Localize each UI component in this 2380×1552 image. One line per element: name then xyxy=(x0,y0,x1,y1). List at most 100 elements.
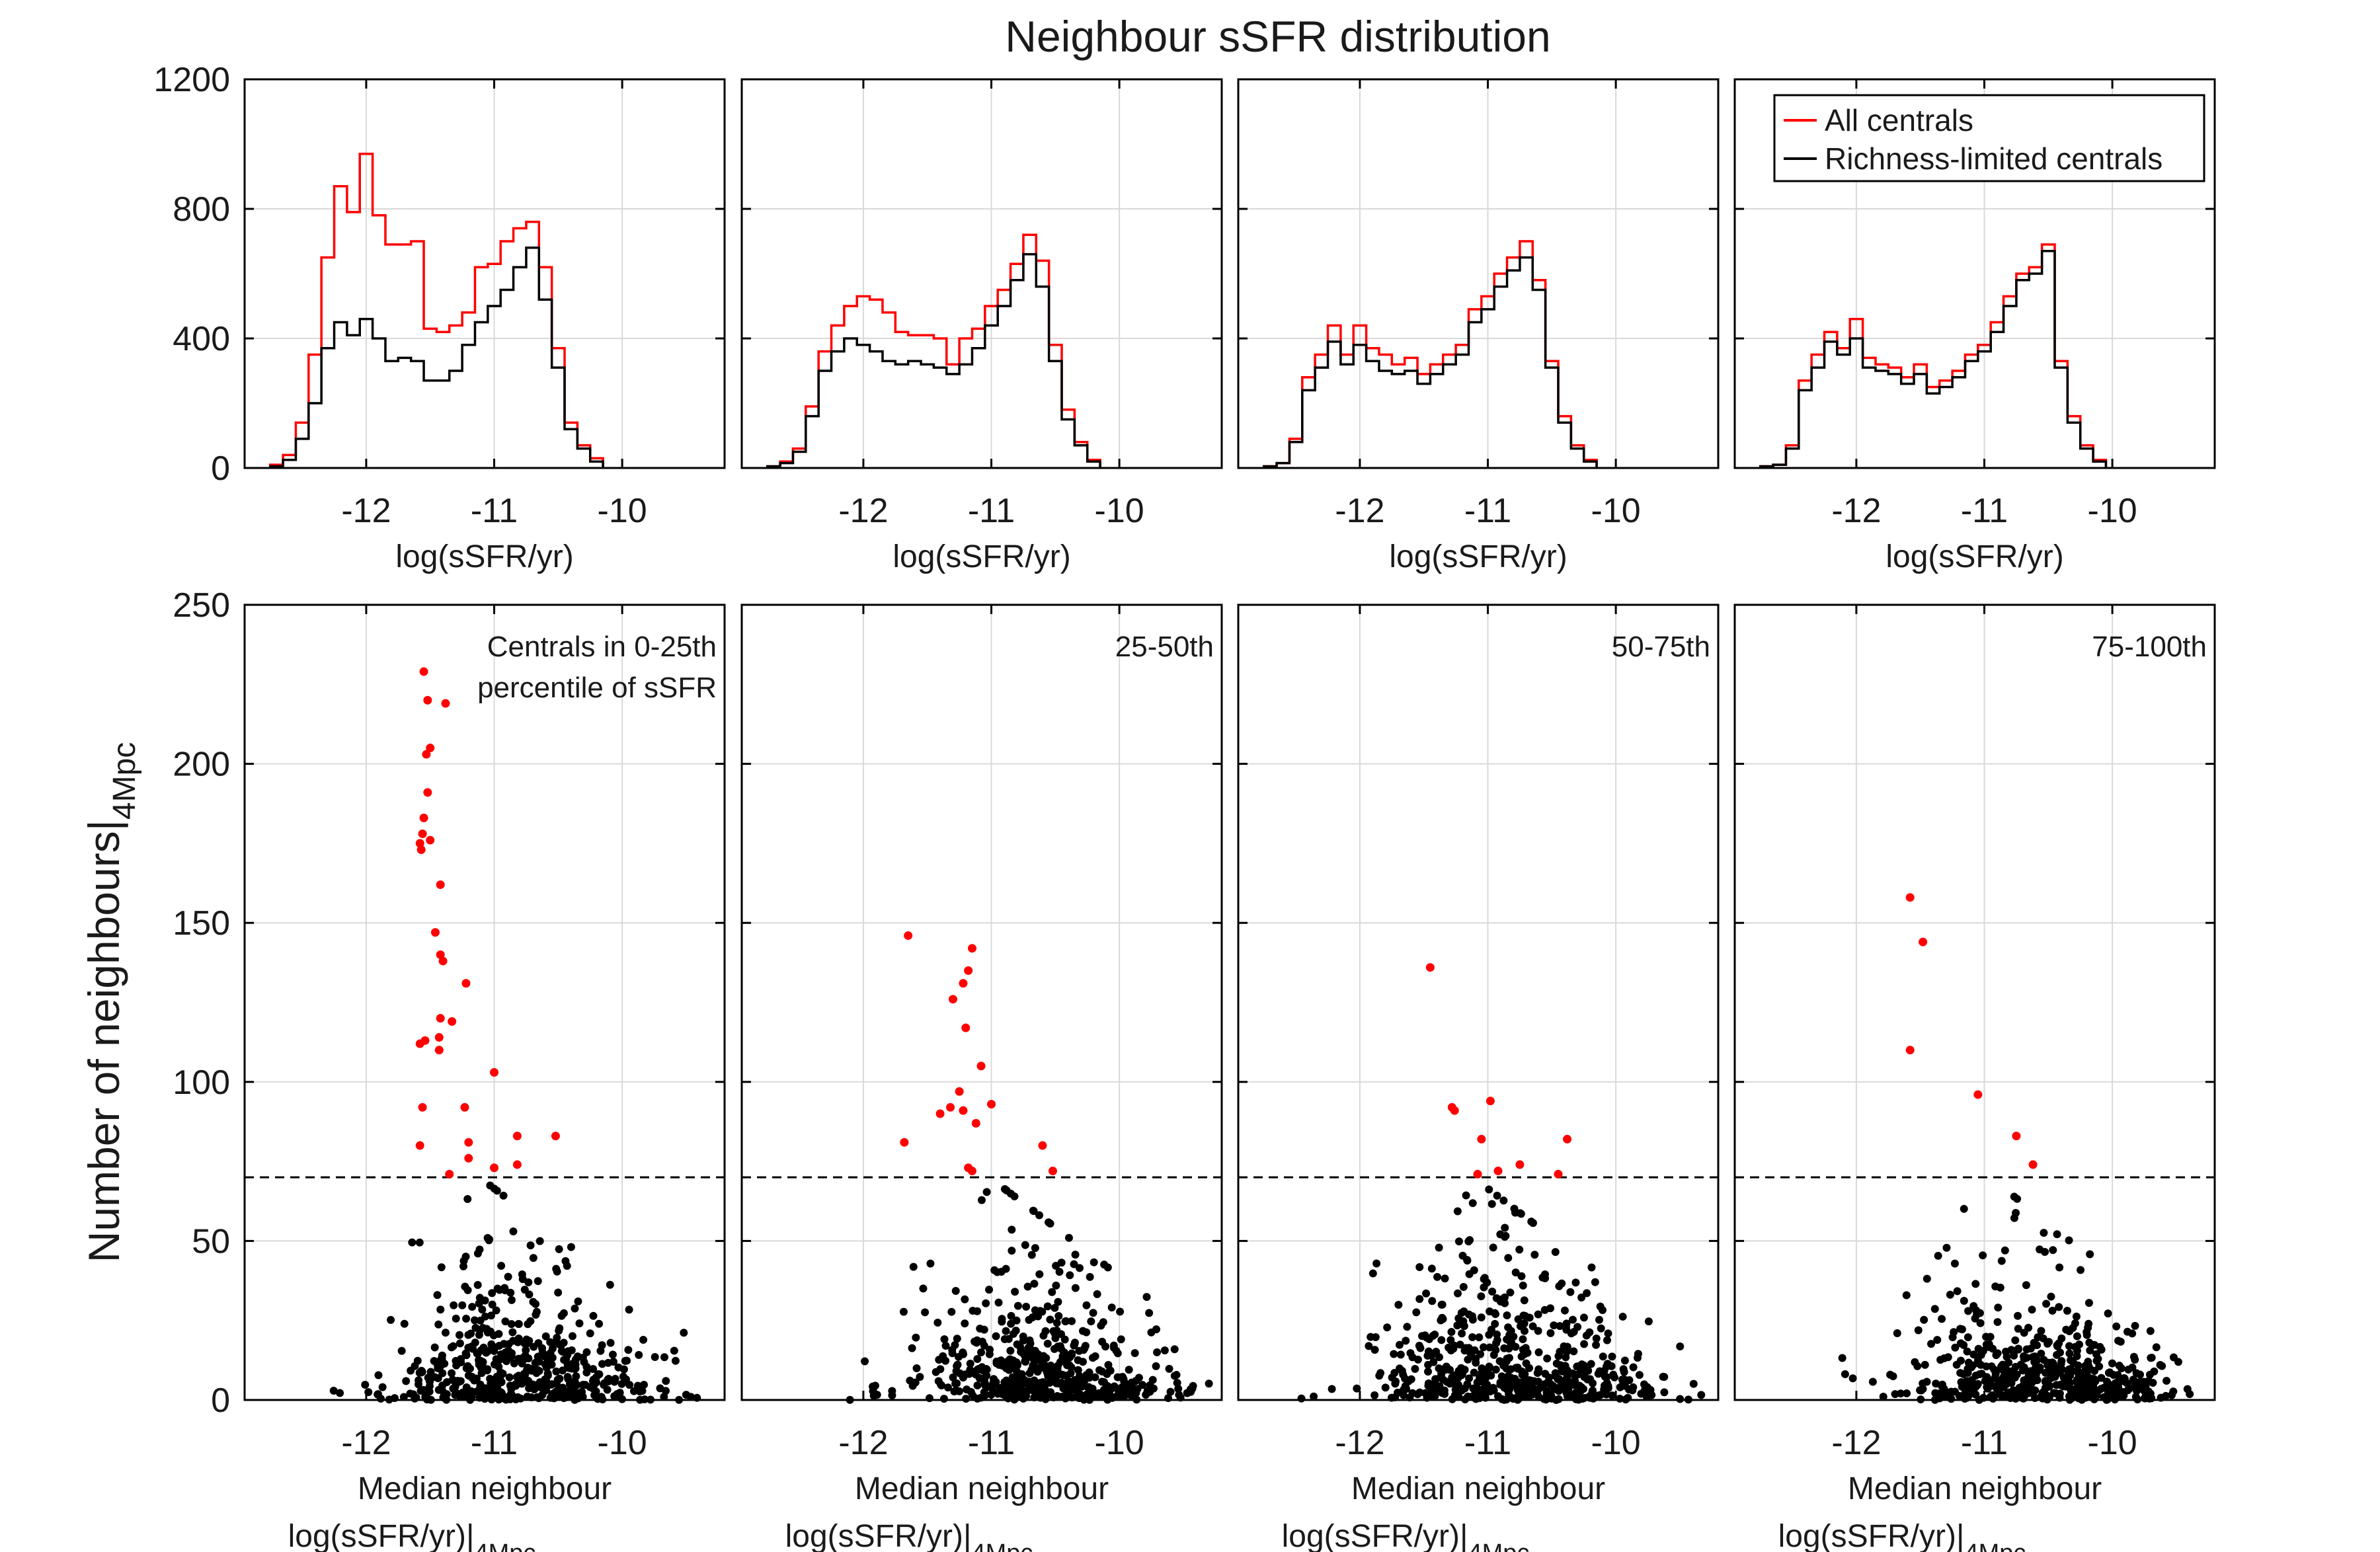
point-above-threshold xyxy=(1477,1134,1486,1144)
point-below-threshold xyxy=(1418,1332,1427,1340)
point-below-threshold xyxy=(1370,1391,1379,1399)
point-below-threshold xyxy=(919,1284,928,1293)
point-below-threshold xyxy=(505,1373,514,1381)
point-above-threshold xyxy=(448,1017,457,1026)
point-below-threshold xyxy=(1395,1340,1404,1349)
point-below-threshold xyxy=(2072,1366,2081,1375)
point-above-threshold xyxy=(415,1141,424,1150)
point-below-threshold xyxy=(1060,1335,1069,1344)
point-below-threshold xyxy=(1577,1386,1585,1395)
point-below-threshold xyxy=(2065,1365,2073,1374)
point-below-threshold xyxy=(1488,1288,1497,1296)
point-below-threshold xyxy=(430,1356,438,1365)
point-below-threshold xyxy=(1603,1373,1611,1381)
x-axis-label: log(sSFR/yr)|4Mpc xyxy=(1778,1519,2026,1552)
point-below-threshold xyxy=(1046,1220,1054,1228)
point-below-threshold xyxy=(671,1356,680,1365)
point-below-threshold xyxy=(1076,1264,1084,1272)
point-above-threshold xyxy=(490,1067,499,1077)
point-below-threshold xyxy=(2053,1350,2061,1359)
point-below-threshold xyxy=(1597,1324,1605,1333)
point-below-threshold xyxy=(1187,1387,1195,1396)
point-below-threshold xyxy=(456,1339,464,1348)
point-below-threshold xyxy=(2114,1383,2123,1391)
point-below-threshold xyxy=(1619,1365,1628,1374)
point-below-threshold xyxy=(2045,1392,2053,1401)
point-below-threshold xyxy=(2085,1364,2094,1372)
point-below-threshold xyxy=(2104,1309,2112,1318)
point-below-threshold xyxy=(598,1341,606,1350)
point-below-threshold xyxy=(1956,1339,1965,1348)
point-below-threshold xyxy=(1002,1327,1010,1335)
point-below-threshold xyxy=(1616,1395,1624,1403)
point-below-threshold xyxy=(1478,1364,1486,1373)
point-below-threshold xyxy=(1963,1347,1971,1356)
x-axis-label: log(sSFR/yr)|4Mpc xyxy=(785,1519,1033,1552)
point-below-threshold xyxy=(1082,1301,1091,1309)
point-below-threshold xyxy=(1095,1366,1104,1374)
point-below-threshold xyxy=(1427,1264,1436,1273)
point-below-threshold xyxy=(2028,1305,2036,1314)
point-below-threshold xyxy=(608,1350,617,1359)
panel-hist-4: -12 -11 -10 log(sSFR/yr) All centrals Richnes… xyxy=(1733,78,2216,574)
point-below-threshold xyxy=(2129,1352,2138,1361)
point-below-threshold xyxy=(969,1306,977,1315)
point-below-threshold xyxy=(1519,1311,1528,1320)
y-tick-label: 400 xyxy=(173,320,230,358)
point-below-threshold xyxy=(1568,1315,1577,1324)
point-below-threshold xyxy=(961,1295,969,1303)
point-below-threshold xyxy=(1595,1315,1603,1324)
point-below-threshold xyxy=(1053,1391,1062,1400)
point-below-threshold xyxy=(994,1298,1003,1307)
panel-annotation: 25-50th xyxy=(1115,631,1214,663)
point-below-threshold xyxy=(2086,1346,2094,1354)
point-below-threshold xyxy=(639,1381,648,1389)
point-below-threshold xyxy=(490,1360,498,1369)
point-below-threshold xyxy=(1310,1392,1318,1401)
point-below-threshold xyxy=(1841,1370,1849,1378)
point-below-threshold xyxy=(541,1375,549,1383)
point-above-threshold xyxy=(971,1118,980,1128)
point-below-threshold xyxy=(1435,1382,1444,1391)
point-below-threshold xyxy=(1919,1379,1927,1387)
point-below-threshold xyxy=(1428,1297,1437,1305)
point-below-threshold xyxy=(1034,1350,1043,1358)
point-below-threshold xyxy=(992,1359,1001,1368)
point-above-threshold xyxy=(419,667,428,676)
point-below-threshold xyxy=(1067,1363,1076,1372)
point-below-threshold xyxy=(2020,1329,2028,1337)
point-below-threshold xyxy=(1401,1374,1409,1383)
point-below-threshold xyxy=(1048,1374,1056,1383)
point-below-threshold xyxy=(1103,1263,1112,1272)
point-below-threshold xyxy=(992,1332,1000,1340)
point-below-threshold xyxy=(1013,1301,1022,1310)
y-tick-label: 150 xyxy=(173,904,230,943)
x-tick-label: -10 xyxy=(598,492,647,530)
point-below-threshold xyxy=(1579,1313,1588,1322)
point-below-threshold xyxy=(488,1300,496,1309)
point-below-threshold xyxy=(1011,1288,1019,1296)
point-below-threshold xyxy=(989,1378,998,1387)
point-below-threshold xyxy=(2018,1366,2027,1375)
point-below-threshold xyxy=(1986,1392,1995,1401)
point-above-threshold xyxy=(426,744,435,753)
point-below-threshold xyxy=(534,1277,542,1286)
point-below-threshold xyxy=(2063,1306,2071,1315)
point-below-threshold xyxy=(1425,1347,1433,1356)
point-above-threshold xyxy=(900,1138,909,1147)
point-below-threshold xyxy=(1119,1389,1128,1398)
point-below-threshold xyxy=(1021,1357,1029,1366)
x-tick-label: -11 xyxy=(968,492,1015,530)
point-below-threshold xyxy=(1604,1329,1612,1338)
point-below-threshold xyxy=(1994,1303,2003,1312)
point-below-threshold xyxy=(1070,1339,1079,1347)
point-below-threshold xyxy=(1054,1312,1063,1321)
point-below-threshold xyxy=(1459,1282,1468,1291)
point-below-threshold xyxy=(376,1394,385,1403)
point-below-threshold xyxy=(2084,1358,2092,1366)
point-below-threshold xyxy=(1097,1321,1105,1330)
point-below-threshold xyxy=(1511,1268,1520,1277)
y-tick-label: 0 xyxy=(211,449,230,488)
point-below-threshold xyxy=(2011,1362,2020,1371)
point-below-threshold xyxy=(1927,1340,1936,1348)
